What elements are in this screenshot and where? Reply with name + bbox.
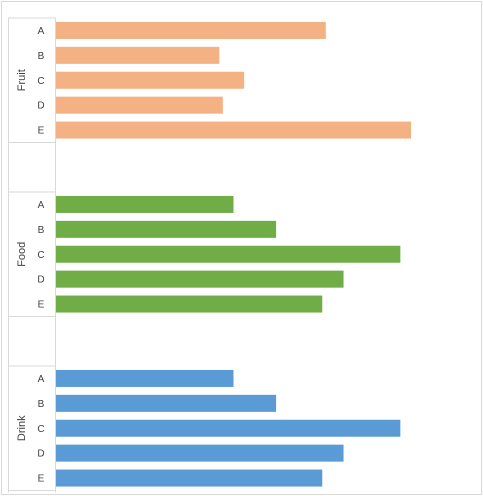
- tick-label-drink-c: C: [37, 424, 44, 435]
- tick-label-drink-d: D: [37, 449, 44, 460]
- bar-food-e: [56, 295, 323, 313]
- bar-food-b: [56, 220, 277, 238]
- bar-drink-a: [56, 369, 234, 387]
- tick-label-fruit-d: D: [37, 101, 44, 112]
- bar-drink-c: [56, 419, 401, 437]
- bar-fruit-a: [56, 21, 326, 39]
- bars-layer: [56, 21, 411, 487]
- labels-layer: A B C D E Fruit A B C D E Food A B C D E Drink: [16, 26, 45, 485]
- bar-fruit-c: [56, 71, 245, 89]
- bar-food-a: [56, 195, 234, 213]
- bar-drink-b: [56, 394, 277, 412]
- tick-label-food-b: B: [38, 225, 45, 236]
- tick-label-drink-e: E: [38, 474, 45, 485]
- bar-fruit-b: [56, 46, 220, 64]
- axis-layer: [8, 17, 56, 493]
- tick-label-food-e: E: [38, 300, 45, 311]
- bar-food-d: [56, 270, 344, 288]
- tick-label-fruit-a: A: [38, 26, 45, 37]
- tick-label-food-d: D: [37, 275, 44, 286]
- tick-label-fruit-b: B: [38, 51, 45, 62]
- tick-label-drink-b: B: [38, 399, 45, 410]
- group-label-drink: Drink: [16, 415, 28, 441]
- bar-fruit-d: [56, 96, 223, 114]
- tick-label-food-c: C: [37, 250, 44, 261]
- bar-drink-d: [56, 444, 344, 462]
- bar-food-c: [56, 245, 401, 263]
- group-label-fruit: Fruit: [16, 69, 28, 91]
- bar-fruit-e: [56, 121, 411, 139]
- tick-label-fruit-c: C: [37, 76, 44, 87]
- bar-drink-e: [56, 469, 323, 487]
- tick-label-fruit-e: E: [38, 126, 45, 137]
- group-label-food: Food: [16, 242, 28, 267]
- tick-label-food-a: A: [38, 200, 45, 211]
- tick-label-drink-a: A: [38, 374, 45, 385]
